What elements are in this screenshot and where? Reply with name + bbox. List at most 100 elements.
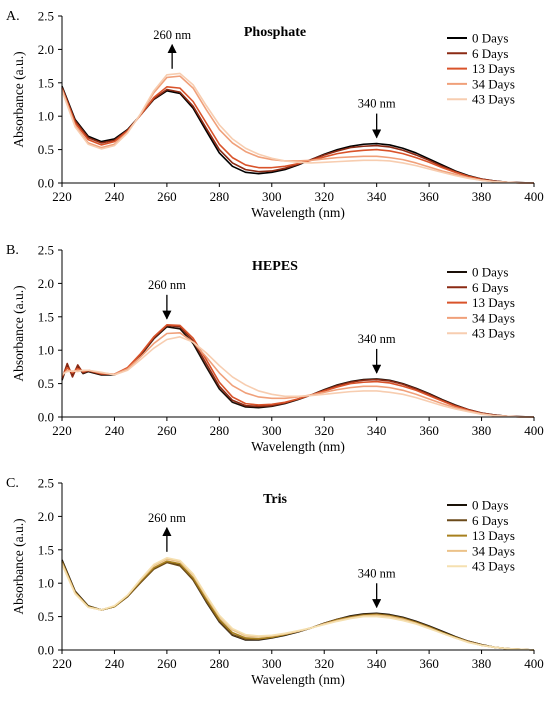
annotation-label: 260 nm [148, 511, 186, 525]
legend-label: 0 Days [472, 265, 508, 280]
x-tick-label: 340 [367, 189, 387, 204]
annotation-label: 340 nm [358, 97, 396, 111]
legend-label: 6 Days [472, 513, 508, 528]
legend-label: 43 Days [472, 326, 515, 341]
y-tick-label: 1.0 [38, 109, 54, 124]
series-line-13-days [61, 560, 535, 651]
x-axis-label: Wavelength (nm) [251, 205, 345, 220]
series-group [61, 324, 535, 418]
series-line-6-days [61, 560, 535, 651]
x-tick-label: 400 [524, 656, 544, 671]
x-axis-label: Wavelength (nm) [251, 439, 345, 454]
panel-label: C. [6, 476, 19, 491]
legend-label: 13 Days [472, 295, 515, 310]
legend-label: 34 Days [472, 310, 515, 325]
x-tick-label: 320 [314, 189, 334, 204]
series-line-43-days [61, 557, 535, 651]
x-tick-label: 360 [419, 189, 439, 204]
x-tick-label: 220 [52, 656, 72, 671]
y-tick-label: 0.5 [38, 609, 54, 624]
series-line-34-days [61, 332, 534, 418]
legend-label: 43 Days [472, 92, 515, 107]
x-tick-label: 300 [262, 656, 282, 671]
y-axis-label: Absorbance (a.u.) [11, 51, 26, 147]
x-tick-label: 280 [210, 656, 230, 671]
legend-label: 34 Days [472, 76, 515, 91]
x-tick-label: 380 [472, 656, 492, 671]
y-tick-label: 2.0 [38, 276, 54, 291]
series-line-0-days [61, 326, 535, 418]
y-tick-label: 0.5 [38, 142, 54, 157]
x-tick-label: 280 [210, 189, 230, 204]
annotation-label: 340 nm [358, 566, 396, 580]
panel-label: A. [6, 9, 20, 24]
series-line-43-days [61, 72, 534, 184]
series-group [61, 557, 535, 651]
y-tick-label: 1.5 [38, 542, 54, 557]
x-tick-label: 260 [157, 423, 177, 438]
legend-label: 34 Days [472, 543, 515, 558]
y-tick-label: 2.0 [38, 509, 54, 524]
chart-panel-c: 220 240 260 280 300 320 340 360 380 400 0.0 0.5 1.0 1… [0, 467, 550, 701]
annotation-260-nm: 260 nm [148, 511, 186, 552]
legend-label: 0 Days [472, 498, 508, 513]
series-line-34-days [61, 75, 534, 184]
chart-a: 220 240 260 280 300 320 340 360 380 400 0.0 0.5 1.0 1… [6, 9, 544, 221]
annotation-260-nm: 260 nm [153, 28, 191, 69]
y-axis-label: Absorbance (a.u.) [11, 285, 26, 381]
x-tick-label: 220 [52, 423, 72, 438]
chart-panel-a: 220 240 260 280 300 320 340 360 380 400 0.0 0.5 1.0 1… [0, 0, 550, 234]
y-tick-label: 2.5 [38, 243, 54, 258]
x-tick-label: 300 [262, 189, 282, 204]
x-tick-label: 380 [472, 189, 492, 204]
x-tick-label: 260 [157, 189, 177, 204]
y-tick-label: 0.0 [38, 643, 54, 658]
x-tick-label: 280 [210, 423, 230, 438]
y-tick-label: 2.5 [38, 9, 54, 24]
y-tick-label: 0.0 [38, 410, 54, 425]
legend-label: 6 Days [472, 280, 508, 295]
x-tick-label: 340 [367, 423, 387, 438]
chart-panel-b: 220 240 260 280 300 320 340 360 380 400 0.0 0.5 1.0 1… [0, 234, 550, 468]
y-tick-label: 1.5 [38, 75, 54, 90]
legend-label: 6 Days [472, 46, 508, 61]
y-axis-label: Absorbance (a.u.) [11, 518, 26, 614]
series-group [61, 72, 535, 184]
chart-title: Phosphate [244, 25, 306, 40]
chart-c: 220 240 260 280 300 320 340 360 380 400 0.0 0.5 1.0 1… [6, 476, 544, 688]
legend-label: 13 Days [472, 61, 515, 76]
series-line-13-days [61, 324, 534, 418]
x-tick-label: 400 [524, 189, 544, 204]
x-tick-label: 260 [157, 656, 177, 671]
panel-label: B. [6, 243, 19, 258]
y-tick-label: 1.0 [38, 576, 54, 591]
y-tick-label: 0.0 [38, 176, 54, 191]
y-tick-label: 2.5 [38, 476, 54, 491]
x-tick-label: 240 [105, 423, 125, 438]
series-line-13-days [61, 86, 534, 184]
chart-title: HEPES [252, 259, 298, 274]
x-tick-label: 360 [419, 423, 439, 438]
legend-label: 13 Days [472, 528, 515, 543]
annotation-label: 260 nm [153, 28, 191, 42]
x-tick-label: 320 [314, 656, 334, 671]
y-tick-label: 1.5 [38, 309, 54, 324]
x-tick-label: 240 [105, 656, 125, 671]
chart-b: 220 240 260 280 300 320 340 360 380 400 0.0 0.5 1.0 1… [6, 243, 544, 455]
legend-label: 0 Days [472, 31, 508, 46]
annotation-260-nm: 260 nm [148, 278, 186, 320]
annotation-340-nm: 340 nm [358, 97, 396, 139]
annotation-label: 340 nm [358, 332, 396, 346]
x-tick-label: 340 [367, 656, 387, 671]
series-line-6-days [61, 324, 535, 418]
series-line-34-days [61, 558, 535, 651]
annotation-label: 260 nm [148, 278, 186, 292]
annotation-340-nm: 340 nm [358, 566, 396, 609]
y-tick-label: 0.5 [38, 376, 54, 391]
x-tick-label: 380 [472, 423, 492, 438]
chart-title: Tris [263, 492, 287, 507]
